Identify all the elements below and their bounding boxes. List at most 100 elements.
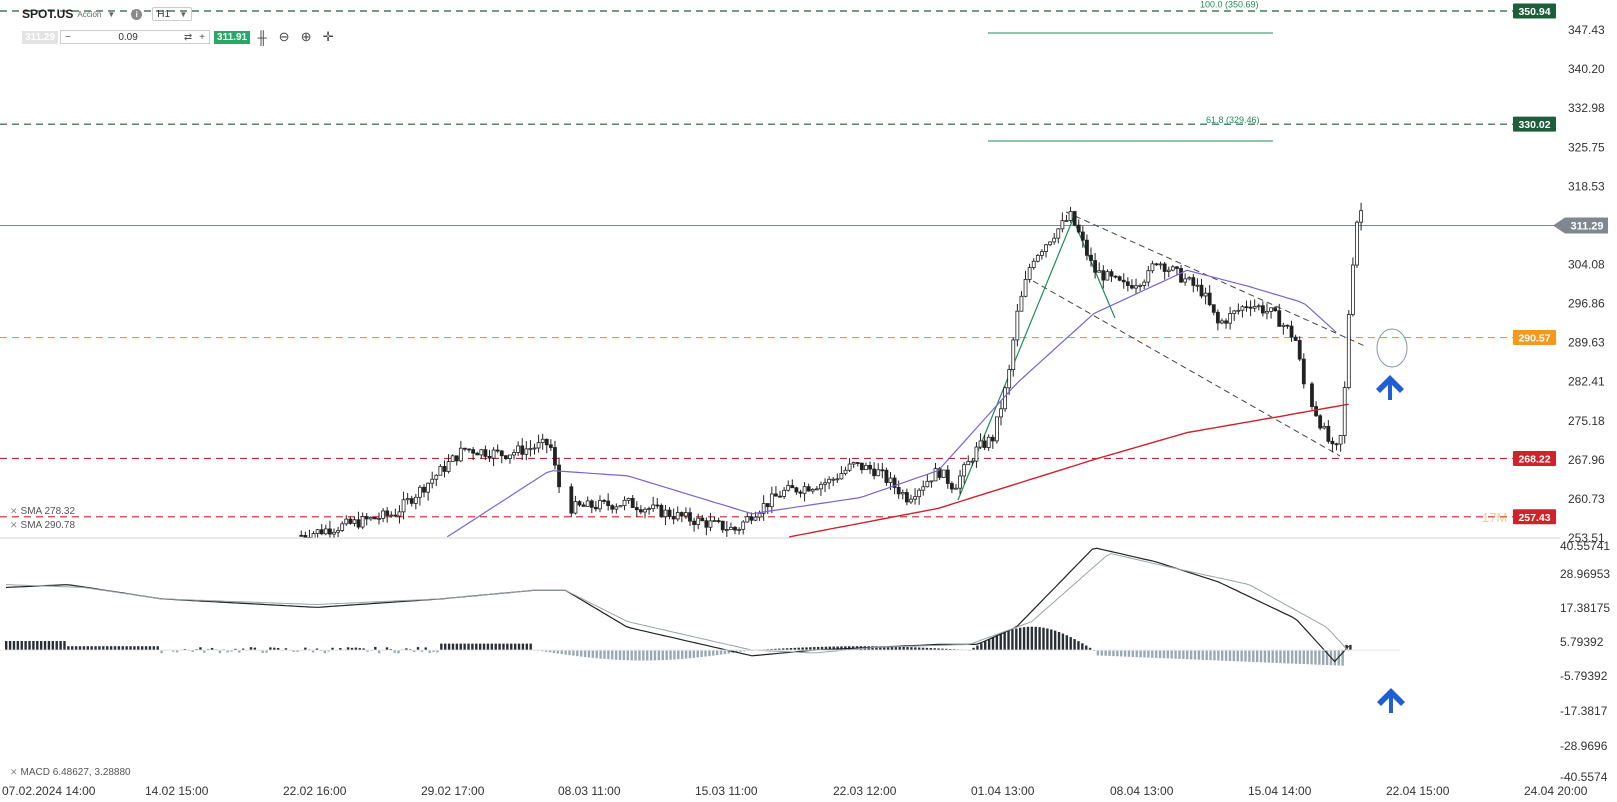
macd-bar — [933, 648, 936, 651]
crosshair-icon[interactable]: ✛ — [322, 29, 334, 44]
macd-bar — [883, 646, 886, 651]
candle-body — [1166, 269, 1171, 272]
macd-bar — [1053, 630, 1057, 651]
macd-bar — [665, 650, 668, 660]
sma-legend-1-text: SMA 278.32 — [20, 506, 76, 517]
channel-upper-line[interactable] — [1065, 211, 1368, 348]
quantity-stepper[interactable]: − 0.09 ⇄ + — [60, 30, 211, 44]
time-tick-label: 22.03 12:00 — [833, 784, 897, 798]
chart-header: SPOT.US Acción ▼ i H1 ▼ — [22, 5, 193, 23]
candle-body — [1273, 307, 1278, 312]
minus-icon[interactable]: − — [65, 31, 71, 43]
candle-body — [802, 486, 807, 494]
macd-bar — [914, 647, 917, 651]
chevron-down-icon[interactable]: ▼ — [107, 9, 116, 19]
macd-bar — [677, 650, 680, 660]
candle-body — [569, 486, 574, 514]
sma-fast-line[interactable] — [446, 269, 1337, 538]
macd-bar — [47, 641, 51, 651]
macd-bar — [39, 641, 43, 651]
candle-body — [458, 447, 463, 462]
macd-bar — [898, 646, 901, 651]
macd-bar — [1259, 650, 1263, 663]
candle-body — [1142, 281, 1147, 286]
candle-body — [1252, 306, 1257, 309]
candle-body — [1334, 443, 1339, 446]
macd-bar — [292, 650, 295, 652]
macd-bar — [797, 647, 800, 651]
macd-bar — [1135, 650, 1138, 658]
macd-legend[interactable]: ✕ MACD 6.48627, 3.28880 — [10, 767, 131, 778]
candle-body — [1301, 358, 1306, 385]
candle-body — [1211, 304, 1216, 313]
candle-body — [1134, 285, 1138, 289]
symbol-name[interactable]: SPOT.US — [22, 7, 74, 21]
candle-body — [487, 455, 492, 459]
price-axis[interactable]: 347.43 340.20 332.98 325.75 318.53 304.08 296.… — [1568, 23, 1605, 545]
candle-body — [1285, 324, 1290, 327]
time-tick-label: 14.02 15:00 — [145, 784, 209, 798]
candle-body — [819, 483, 823, 490]
horizontal-levels[interactable] — [0, 10, 1560, 518]
macd-bar — [1244, 650, 1247, 662]
sell-button[interactable]: 311.29 — [22, 30, 59, 44]
candle-body — [1138, 284, 1143, 287]
candle-body — [720, 520, 725, 531]
macd-bar — [486, 643, 490, 651]
macd-axis[interactable]: 40.55741 28.96953 17.38175 5.79392 -5.79392 -… — [1560, 539, 1610, 784]
candle-body — [1023, 279, 1028, 297]
arrow-up-icon — [1377, 688, 1405, 713]
candle-body — [1330, 440, 1335, 445]
macd-bar — [622, 650, 626, 661]
candle-body — [585, 500, 590, 507]
time-tick-label: 15.04 14:00 — [1248, 784, 1312, 798]
info-icon[interactable]: i — [131, 8, 143, 20]
candle-body — [434, 474, 439, 480]
zoom-out-icon[interactable]: ⊖ — [278, 29, 290, 44]
zoom-in-icon[interactable]: ⊕ — [300, 29, 312, 44]
buy-button[interactable]: 311.91 — [214, 30, 251, 44]
candles-icon[interactable]: ╫ — [257, 29, 267, 45]
candle-body — [684, 512, 688, 517]
channel-lines[interactable] — [957, 32, 1368, 501]
macd-bar — [506, 643, 509, 651]
candle-body — [536, 442, 541, 449]
candle-body — [1342, 387, 1347, 436]
close-icon[interactable]: ✕ — [10, 520, 18, 530]
candle-body — [1240, 306, 1245, 311]
timeframe-select[interactable]: H1 ▼ — [152, 7, 193, 21]
macd-bar — [591, 650, 595, 658]
candle-body — [1265, 310, 1269, 314]
candle-body — [692, 520, 696, 526]
candle-body — [737, 528, 742, 531]
macd-bar — [828, 646, 832, 651]
macd-bar — [393, 650, 396, 653]
macd-histogram — [5, 626, 1352, 666]
quantity-value[interactable]: 0.09 — [118, 31, 138, 43]
macd-bar — [692, 650, 696, 658]
macd-bar — [805, 647, 808, 651]
channel-lower-line[interactable] — [1032, 280, 1341, 457]
candle-body — [1056, 228, 1061, 239]
candle-body — [835, 478, 840, 481]
candle-body — [1314, 406, 1318, 417]
sma-slow-line[interactable] — [789, 403, 1349, 538]
close-icon[interactable]: ✕ — [10, 767, 18, 777]
macd-tick-label: 40.55741 — [1560, 539, 1610, 553]
candle-body — [1277, 310, 1282, 327]
macd-bar — [82, 646, 86, 651]
macd-bar — [579, 650, 583, 657]
swap-icon[interactable]: ⇄ — [183, 31, 193, 43]
time-axis[interactable]: 07.02.2024 14:00 14.02 15:00 22.02 16:00 29… — [2, 784, 1588, 798]
sma-legend-2[interactable]: ✕ SMA 290.78 — [10, 520, 75, 531]
macd-bar — [273, 647, 276, 651]
candle-body — [1035, 254, 1040, 262]
close-icon[interactable]: ✕ — [10, 506, 18, 516]
highlight-circle[interactable] — [1376, 328, 1408, 368]
macd-bar — [1085, 645, 1088, 651]
plus-icon[interactable]: + — [199, 31, 205, 43]
candle-body — [491, 449, 496, 459]
macd-bar — [1224, 650, 1228, 661]
sma-legend-1[interactable]: ✕ SMA 278.32 — [10, 506, 75, 517]
